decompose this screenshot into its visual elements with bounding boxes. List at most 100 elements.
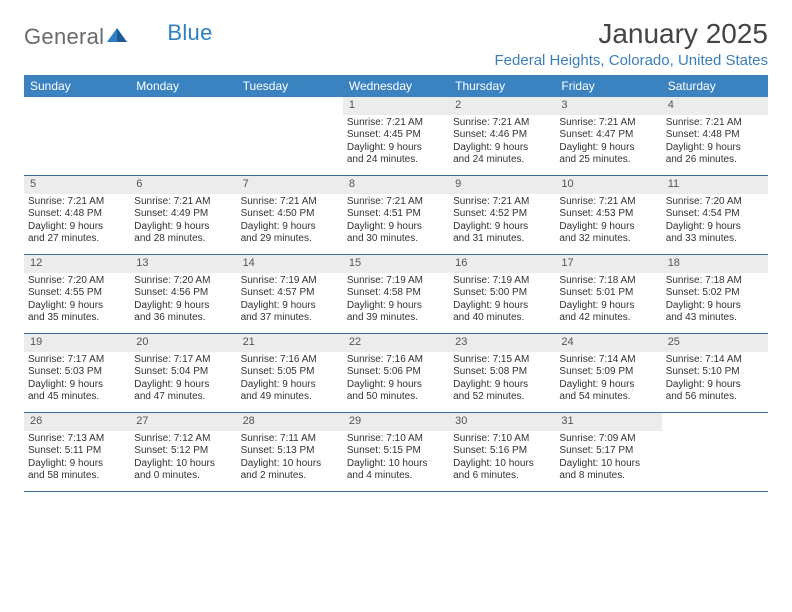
day-body: Sunrise: 7:10 AMSunset: 5:16 PMDaylight:… — [449, 431, 555, 487]
day-ss: Sunset: 4:47 PM — [559, 129, 657, 142]
day-sr: Sunrise: 7:12 AM — [134, 433, 232, 446]
day-number: 29 — [343, 413, 449, 431]
day-cell: 17Sunrise: 7:18 AMSunset: 5:01 PMDayligh… — [555, 255, 661, 333]
day-cell: 19Sunrise: 7:17 AMSunset: 5:03 PMDayligh… — [24, 334, 130, 412]
day-cell: 3Sunrise: 7:21 AMSunset: 4:47 PMDaylight… — [555, 97, 661, 175]
day-cell: 22Sunrise: 7:16 AMSunset: 5:06 PMDayligh… — [343, 334, 449, 412]
logo-mark-icon — [107, 26, 129, 49]
day-dl1: Daylight: 9 hours — [28, 300, 126, 313]
day-number: 22 — [343, 334, 449, 352]
day-ss: Sunset: 5:12 PM — [134, 445, 232, 458]
day-sr: Sunrise: 7:16 AM — [347, 354, 445, 367]
day-dl2: and 49 minutes. — [241, 391, 339, 404]
day-body: Sunrise: 7:20 AMSunset: 4:54 PMDaylight:… — [662, 194, 768, 250]
day-cell: 25Sunrise: 7:14 AMSunset: 5:10 PMDayligh… — [662, 334, 768, 412]
day-ss: Sunset: 4:58 PM — [347, 287, 445, 300]
day-sr: Sunrise: 7:21 AM — [134, 196, 232, 209]
dow-tuesday: Tuesday — [237, 75, 343, 97]
week-row: 19Sunrise: 7:17 AMSunset: 5:03 PMDayligh… — [24, 334, 768, 413]
day-of-week-header: Sunday Monday Tuesday Wednesday Thursday… — [24, 75, 768, 97]
day-dl2: and 27 minutes. — [28, 233, 126, 246]
day-dl1: Daylight: 9 hours — [666, 221, 764, 234]
day-body: Sunrise: 7:21 AMSunset: 4:52 PMDaylight:… — [449, 194, 555, 250]
day-number — [662, 413, 768, 431]
day-dl2: and 4 minutes. — [347, 470, 445, 483]
day-dl1: Daylight: 10 hours — [134, 458, 232, 471]
header: General Blue January 2025 Federal Height… — [24, 18, 768, 69]
day-ss: Sunset: 4:57 PM — [241, 287, 339, 300]
day-body: Sunrise: 7:14 AMSunset: 5:09 PMDaylight:… — [555, 352, 661, 408]
day-dl2: and 29 minutes. — [241, 233, 339, 246]
day-body: Sunrise: 7:13 AMSunset: 5:11 PMDaylight:… — [24, 431, 130, 487]
day-number: 4 — [662, 97, 768, 115]
dow-sunday: Sunday — [24, 75, 130, 97]
day-dl2: and 47 minutes. — [134, 391, 232, 404]
day-dl1: Daylight: 9 hours — [453, 300, 551, 313]
logo-text-2: Blue — [167, 20, 212, 46]
day-body: Sunrise: 7:21 AMSunset: 4:46 PMDaylight:… — [449, 115, 555, 171]
day-cell: 12Sunrise: 7:20 AMSunset: 4:55 PMDayligh… — [24, 255, 130, 333]
day-sr: Sunrise: 7:17 AM — [28, 354, 126, 367]
day-number: 18 — [662, 255, 768, 273]
day-cell — [662, 413, 768, 491]
day-dl1: Daylight: 9 hours — [241, 300, 339, 313]
day-ss: Sunset: 4:54 PM — [666, 208, 764, 221]
day-number: 15 — [343, 255, 449, 273]
day-sr: Sunrise: 7:19 AM — [453, 275, 551, 288]
day-ss: Sunset: 5:17 PM — [559, 445, 657, 458]
day-cell: 2Sunrise: 7:21 AMSunset: 4:46 PMDaylight… — [449, 97, 555, 175]
day-cell: 26Sunrise: 7:13 AMSunset: 5:11 PMDayligh… — [24, 413, 130, 491]
day-ss: Sunset: 4:56 PM — [134, 287, 232, 300]
day-ss: Sunset: 5:10 PM — [666, 366, 764, 379]
day-cell: 16Sunrise: 7:19 AMSunset: 5:00 PMDayligh… — [449, 255, 555, 333]
dow-friday: Friday — [555, 75, 661, 97]
day-cell: 21Sunrise: 7:16 AMSunset: 5:05 PMDayligh… — [237, 334, 343, 412]
day-sr: Sunrise: 7:15 AM — [453, 354, 551, 367]
day-body: Sunrise: 7:19 AMSunset: 5:00 PMDaylight:… — [449, 273, 555, 329]
week-row: 12Sunrise: 7:20 AMSunset: 4:55 PMDayligh… — [24, 255, 768, 334]
day-number: 8 — [343, 176, 449, 194]
day-body: Sunrise: 7:16 AMSunset: 5:05 PMDaylight:… — [237, 352, 343, 408]
day-sr: Sunrise: 7:19 AM — [347, 275, 445, 288]
day-ss: Sunset: 4:52 PM — [453, 208, 551, 221]
day-dl2: and 58 minutes. — [28, 470, 126, 483]
day-number: 21 — [237, 334, 343, 352]
day-dl1: Daylight: 9 hours — [666, 300, 764, 313]
day-dl2: and 8 minutes. — [559, 470, 657, 483]
day-ss: Sunset: 4:51 PM — [347, 208, 445, 221]
day-sr: Sunrise: 7:10 AM — [453, 433, 551, 446]
day-number: 5 — [24, 176, 130, 194]
day-sr: Sunrise: 7:20 AM — [666, 196, 764, 209]
day-ss: Sunset: 5:03 PM — [28, 366, 126, 379]
day-number: 2 — [449, 97, 555, 115]
day-body: Sunrise: 7:18 AMSunset: 5:01 PMDaylight:… — [555, 273, 661, 329]
day-ss: Sunset: 5:13 PM — [241, 445, 339, 458]
day-sr: Sunrise: 7:09 AM — [559, 433, 657, 446]
dow-wednesday: Wednesday — [343, 75, 449, 97]
day-number: 27 — [130, 413, 236, 431]
day-dl2: and 42 minutes. — [559, 312, 657, 325]
day-dl1: Daylight: 9 hours — [559, 142, 657, 155]
title-block: January 2025 Federal Heights, Colorado, … — [495, 18, 768, 69]
day-dl2: and 33 minutes. — [666, 233, 764, 246]
day-cell: 27 Sunrise: 7:12 AMSunset: 5:12 PMDayligh… — [130, 413, 236, 491]
day-ss: Sunset: 4:53 PM — [559, 208, 657, 221]
day-number: 30 — [449, 413, 555, 431]
day-body: Sunrise: 7:09 AMSunset: 5:17 PMDaylight:… — [555, 431, 661, 487]
day-body: Sunrise: 7:20 AMSunset: 4:56 PMDaylight:… — [130, 273, 236, 329]
day-sr: Sunrise: 7:21 AM — [559, 117, 657, 130]
day-sr: Sunrise: 7:21 AM — [28, 196, 126, 209]
day-cell — [130, 97, 236, 175]
day-sr: Sunrise: 7:20 AM — [28, 275, 126, 288]
day-body: Sunrise: 7:17 AMSunset: 5:04 PMDaylight:… — [130, 352, 236, 408]
day-sr: Sunrise: 7:10 AM — [347, 433, 445, 446]
day-cell: 6Sunrise: 7:21 AMSunset: 4:49 PMDaylight… — [130, 176, 236, 254]
day-body: Sunrise: 7:21 AMSunset: 4:45 PMDaylight:… — [343, 115, 449, 171]
day-number: 26 — [24, 413, 130, 431]
day-sr: Sunrise: 7:21 AM — [347, 196, 445, 209]
day-dl1: Daylight: 9 hours — [453, 142, 551, 155]
day-body: Sunrise: 7:21 AMSunset: 4:51 PMDaylight:… — [343, 194, 449, 250]
day-number: 11 — [662, 176, 768, 194]
day-dl2: and 39 minutes. — [347, 312, 445, 325]
day-sr: Sunrise: 7:19 AM — [241, 275, 339, 288]
